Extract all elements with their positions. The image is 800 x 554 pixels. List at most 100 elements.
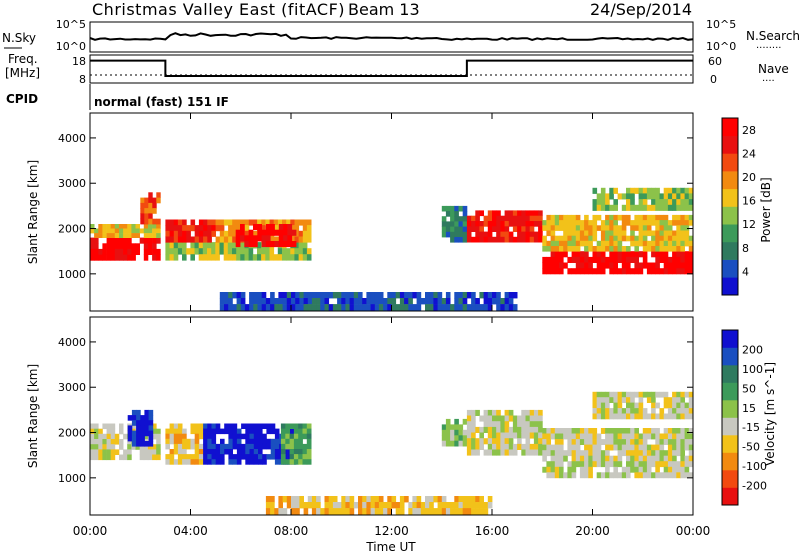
heat-cell [270,443,276,450]
heat-cell [655,193,660,200]
heat-cell [533,449,539,456]
heat-cell [588,472,593,479]
heat-cell [169,242,175,249]
heat-cell [600,472,606,479]
heat-cell [249,433,255,440]
heat-cell [483,215,489,222]
heat-cell [458,496,464,503]
heat-cell [538,438,543,445]
heat-cell [219,242,225,249]
heat-cell [605,235,610,242]
title: Christmas Valley East (fitACF) [92,0,345,19]
heat-cell [609,225,614,231]
heat-cell [617,214,623,221]
colorbar-swatch [722,277,738,296]
heat-cell [283,235,288,242]
heat-cell [567,225,572,231]
heat-cell [517,443,522,450]
heat-cell [143,444,149,450]
heat-cell [285,428,290,435]
heat-cell [266,454,271,460]
heat-cell [596,402,602,409]
heat-cell [600,450,606,457]
heat-cell [258,443,263,450]
heat-cell [135,248,140,255]
heat-cell [232,428,238,435]
heat-cell [688,246,694,252]
heat-cell [688,397,694,403]
heat-cell [306,254,312,261]
heat-cell [156,224,161,229]
heat-cell [114,243,120,250]
heat-cell [370,298,376,305]
heat-cell [454,304,459,311]
heat-cell [642,472,648,479]
heat-cell [458,304,464,311]
heat-cell [358,496,363,503]
heat-cell [550,246,556,252]
heat-cell [270,298,275,305]
heat-cell [219,304,225,311]
heat-cell [483,292,489,299]
heat-cell [110,248,116,255]
heat-cell [294,242,299,249]
heat-cell [391,496,397,503]
heat-cell [293,454,299,460]
heat-cell [563,225,568,231]
heat-cell [525,443,531,450]
heat-cell [579,251,585,258]
heat-cell [667,450,673,457]
heat-cell [542,262,547,269]
heat-cell [517,432,522,439]
heat-cell [684,220,690,226]
heat-cell [119,237,124,244]
heat-cell [270,454,276,460]
heat-cell [567,256,572,263]
heat-cell [265,304,271,311]
heat-cell [441,216,447,222]
heat-cell [613,402,618,409]
heat-cell [425,496,430,503]
heat-cell [630,230,635,237]
heat-cell [177,225,183,232]
heat-cell [651,214,656,221]
heat-cell [504,438,510,445]
heat-cell [483,415,489,422]
heat-cell [487,215,493,222]
heat-cell [295,508,300,515]
heat-cell [283,224,288,231]
heat-cell [667,199,673,206]
heat-cell [462,508,468,515]
heat-cell [630,235,635,242]
heat-cell [676,461,681,468]
heat-cell [571,428,577,434]
heat-cell [345,292,350,299]
heat-cell [207,230,212,237]
heat-cell [496,432,501,439]
heat-cell [219,230,225,237]
heat-cell [127,449,132,455]
heat-cell [131,420,137,426]
heat-cell [617,413,623,420]
heat-cell [135,228,140,234]
heat-cell [634,240,639,247]
heat-cell [483,426,489,433]
heat-cell [123,228,128,234]
heat-cell [144,197,149,204]
heat-cell [626,391,631,398]
heat-cell [207,438,212,445]
heat-cell [110,428,116,435]
heat-cell [148,202,153,209]
heat-cell [140,415,145,421]
heat-cell [458,298,464,305]
heat-cell [139,228,145,234]
heat-cell [147,454,153,461]
heat-cell [303,292,309,299]
colorbar-swatch [722,417,738,436]
heat-cell [672,428,677,434]
heat-cell [655,240,660,247]
heat-cell [617,268,623,275]
heat-cell [621,428,627,434]
heat-cell [215,248,220,255]
heat-cell [626,472,631,479]
